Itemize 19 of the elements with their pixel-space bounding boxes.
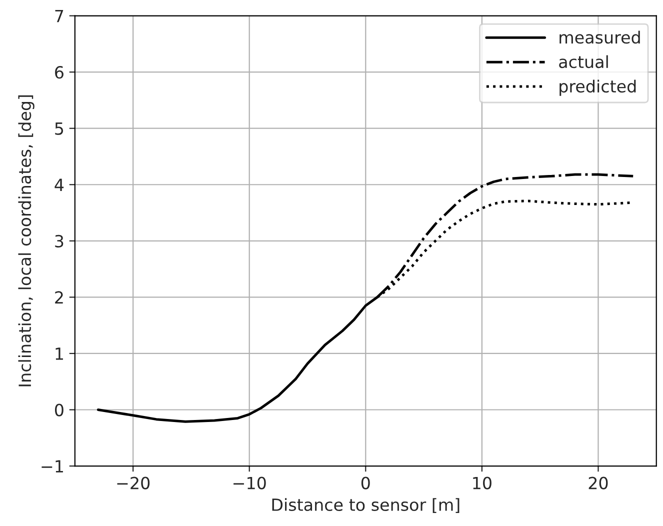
y-tick-label: 2: [55, 291, 63, 304]
x-tick-label: −20: [117, 476, 150, 490]
y-tick-label: 0: [54, 404, 64, 416]
y-tick-label: 4: [54, 178, 64, 191]
x-tick-label: 20: [588, 476, 608, 490]
y-tick-label: 6: [55, 66, 64, 79]
legend-label: actual: [559, 55, 608, 68]
y-axis-title: Inclination, local coordinates, [deg]: [18, 95, 34, 386]
legend-label: measured: [560, 30, 640, 44]
y-tick-label: −1: [42, 460, 63, 472]
y-tick-label: 5: [55, 122, 64, 135]
x-tick-label: −10: [234, 476, 266, 490]
y-tick-label: 1: [56, 348, 63, 360]
x-tick-label: 10: [473, 476, 492, 490]
y-tick-label: 7: [55, 10, 64, 22]
x-axis-title: Distance to sensor [m]: [272, 498, 460, 513]
x-tick-label: 0: [361, 476, 370, 490]
legend-label: predicted: [560, 80, 636, 96]
y-tick-label: 3: [55, 234, 64, 248]
